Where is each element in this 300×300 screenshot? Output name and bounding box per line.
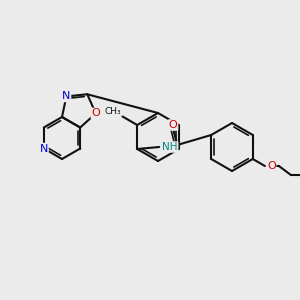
Text: N: N — [62, 92, 70, 101]
Text: O: O — [169, 120, 178, 130]
Text: O: O — [92, 108, 100, 118]
Text: N: N — [40, 143, 48, 154]
Text: NH: NH — [162, 142, 178, 152]
Text: CH₃: CH₃ — [105, 106, 122, 116]
Text: O: O — [267, 161, 276, 171]
